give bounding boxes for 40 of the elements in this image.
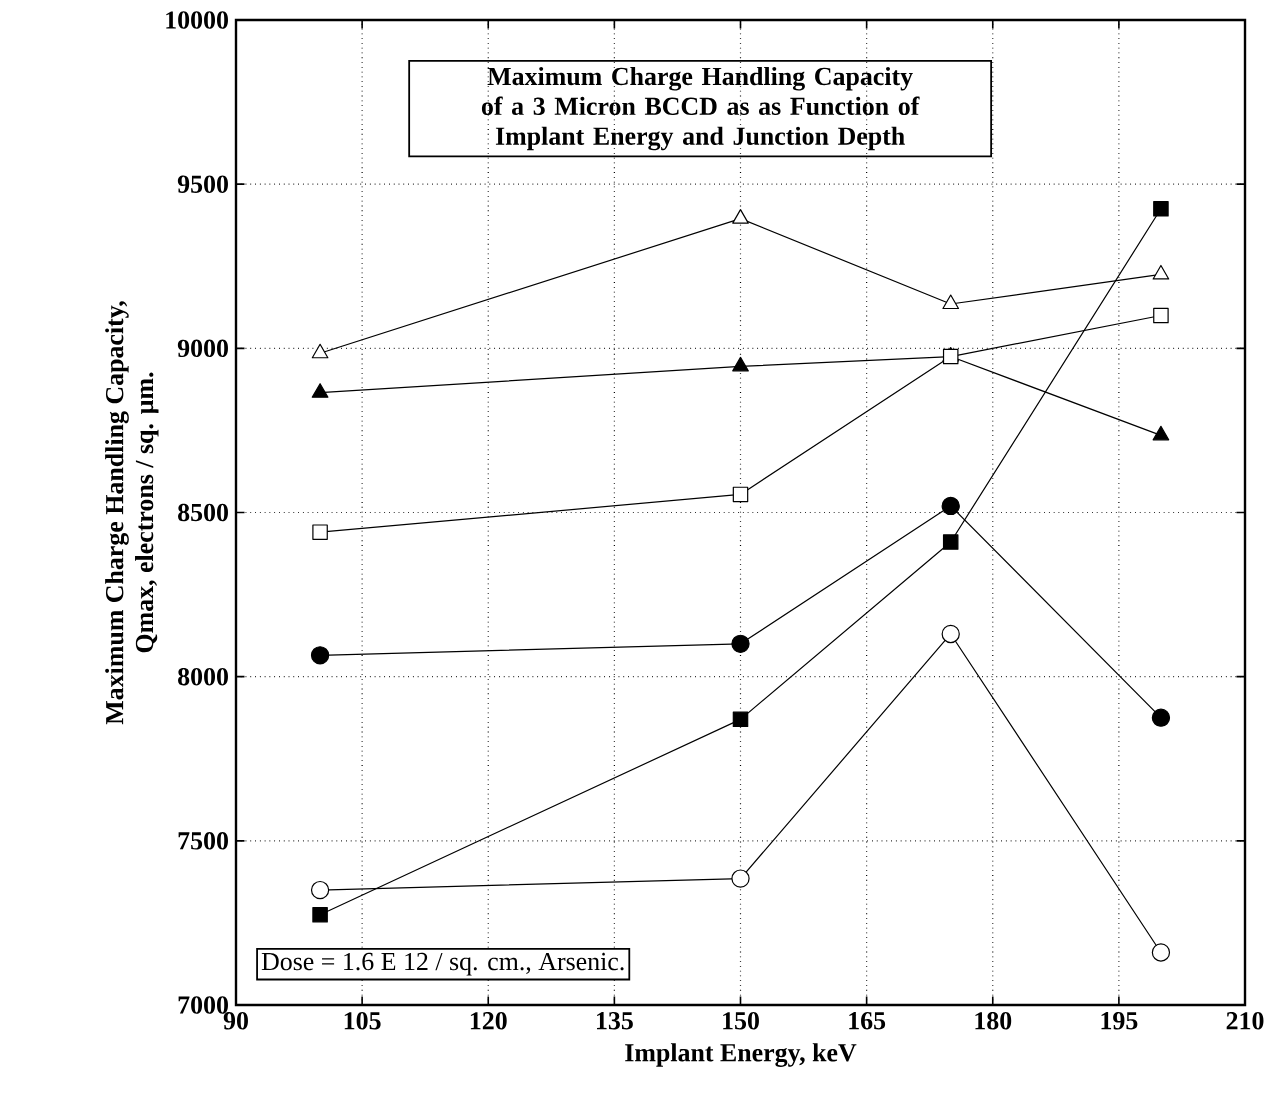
y-tick-label: 9500 [177,175,228,193]
x-tick-label: 195 [1101,1012,1138,1030]
point [731,634,750,653]
point [732,711,749,728]
point [732,209,749,224]
point [941,496,960,516]
point [732,486,749,503]
x-tick-label: 135 [597,1012,633,1030]
point [941,624,960,644]
point [942,294,960,310]
x-axis-title: Implant Energy, keV [625,1043,857,1067]
point [310,646,330,665]
point [1151,708,1171,727]
x-tick-label: 90 [223,1012,248,1030]
text: Maximum Charge Handling Capacity of a 3 Micron BCCD as as Function of Implant Energy and Junction Depth [481,66,920,151]
point [311,383,329,398]
point [731,869,750,888]
point [942,534,959,550]
point [1152,425,1170,441]
point [1151,943,1171,962]
y-tick-label: 8000 [178,667,228,686]
y-tick-label: 7000 [178,996,228,1014]
x-tick-label: 210 [1226,1012,1264,1030]
point [1153,201,1169,217]
y-axis-title: Maximum Charge Handling Capacity, Qmax, electrons / sq. µm. [105,301,159,725]
point [1152,264,1170,280]
x-tick-label: 105 [344,1012,381,1030]
x-tick-label: 180 [975,1012,1012,1030]
y-tick-label: 8500 [178,503,228,522]
y-tick-label: 9000 [177,339,228,358]
x-tick-label: 165 [849,1012,886,1030]
annotation: Dose = 1.6 E 12 / sq. cm., Arsenic. [261,952,624,976]
y-tick-label: 10000 [166,11,228,29]
x-tick-label: 120 [470,1012,507,1030]
point [311,343,329,359]
x-tick-label: 150 [723,1012,759,1030]
point [732,356,749,372]
point [312,906,328,923]
y-tick-label: 7500 [178,832,228,850]
point [310,880,330,900]
